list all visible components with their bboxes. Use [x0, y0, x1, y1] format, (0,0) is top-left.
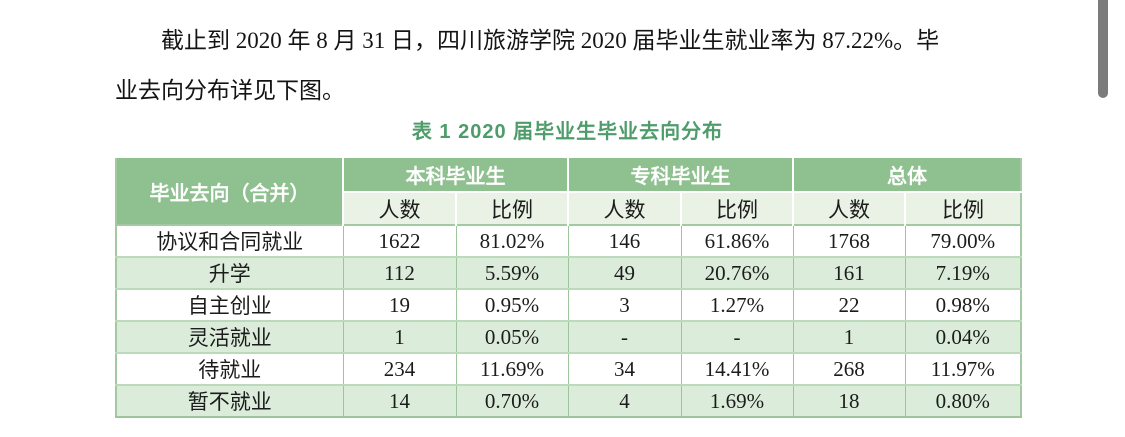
table-cell: 19 [342, 288, 456, 321]
table-cell: 81.02% [455, 224, 568, 257]
employment-table: 毕业去向（合并） 本科毕业生 专科毕业生 总体 人数 比例 人数 比例 人数 比… [115, 158, 1022, 418]
body-paragraph: 截止到 2020 年 8 月 31 日，四川旅游学院 2020 届毕业生就业率为… [115, 16, 1025, 116]
table-cell: 20.76% [680, 256, 793, 289]
table-cell: 161 [792, 256, 905, 289]
subheader-ratio: 比例 [904, 191, 1021, 225]
table-cell: 5.59% [455, 256, 568, 289]
row-label: 升学 [116, 256, 343, 289]
subheader-ratio: 比例 [455, 191, 568, 225]
table-cell: 1622 [342, 224, 456, 257]
table-cell: 0.95% [455, 288, 568, 321]
table-cell: 4 [567, 384, 681, 417]
table-cell: 1.69% [680, 384, 793, 417]
row-label: 待就业 [116, 352, 343, 385]
table-row: 升学 112 5.59% 49 20.76% 161 7.19% [116, 256, 1021, 289]
table-cell: 1768 [792, 224, 905, 257]
subheader-ratio: 比例 [680, 191, 793, 225]
table-cell: - [680, 320, 793, 353]
table-row: 自主创业 19 0.95% 3 1.27% 22 0.98% [116, 288, 1021, 321]
table-cell: 268 [792, 352, 905, 385]
table-cell: - [567, 320, 681, 353]
row-label: 协议和合同就业 [116, 224, 343, 257]
table-cell: 18 [792, 384, 905, 417]
table-cell: 0.04% [904, 320, 1021, 353]
row-label: 暂不就业 [116, 384, 343, 417]
table-cell: 1.27% [680, 288, 793, 321]
table-cell: 1 [342, 320, 456, 353]
table-cell: 112 [342, 256, 456, 289]
table-cell: 14 [342, 384, 456, 417]
table-row: 协议和合同就业 1622 81.02% 146 61.86% 1768 79.0… [116, 224, 1021, 257]
col-header-destination: 毕业去向（合并） [116, 158, 344, 225]
table-cell: 3 [567, 288, 681, 321]
table-cell: 34 [567, 352, 681, 385]
table-cell: 7.19% [904, 256, 1021, 289]
table-cell: 0.98% [904, 288, 1021, 321]
paragraph-line: 截止到 2020 年 8 月 31 日，四川旅游学院 2020 届毕业生就业率为… [161, 28, 940, 53]
group-header-overall: 总体 [792, 158, 1021, 192]
table-cell: 0.70% [455, 384, 568, 417]
subheader-count: 人数 [567, 191, 681, 225]
table-cell: 14.41% [680, 352, 793, 385]
table-row: 灵活就业 1 0.05% - - 1 0.04% [116, 320, 1021, 353]
subheader-count: 人数 [342, 191, 456, 225]
table-cell: 0.05% [455, 320, 568, 353]
table-cell: 49 [567, 256, 681, 289]
table-cell: 1 [792, 320, 905, 353]
row-label: 自主创业 [116, 288, 343, 321]
paragraph-line: 业去向分布详见下图。 [115, 78, 345, 103]
table-cell: 11.69% [455, 352, 568, 385]
table-row: 待就业 234 11.69% 34 14.41% 268 11.97% [116, 352, 1021, 385]
table-cell: 79.00% [904, 224, 1021, 257]
table-cell: 234 [342, 352, 456, 385]
table-cell: 146 [567, 224, 681, 257]
table-cell: 11.97% [904, 352, 1021, 385]
subheader-count: 人数 [792, 191, 905, 225]
table-caption: 表 1 2020 届毕业生毕业去向分布 [411, 121, 724, 143]
group-header-undergraduate: 本科毕业生 [342, 158, 568, 192]
scrollbar-thumb[interactable] [1098, 0, 1108, 98]
table-cell: 61.86% [680, 224, 793, 257]
row-label: 灵活就业 [116, 320, 343, 353]
table-cell: 22 [792, 288, 905, 321]
table-cell: 0.80% [904, 384, 1021, 417]
group-header-associate: 专科毕业生 [567, 158, 793, 192]
table-row: 暂不就业 14 0.70% 4 1.69% 18 0.80% [116, 384, 1021, 417]
